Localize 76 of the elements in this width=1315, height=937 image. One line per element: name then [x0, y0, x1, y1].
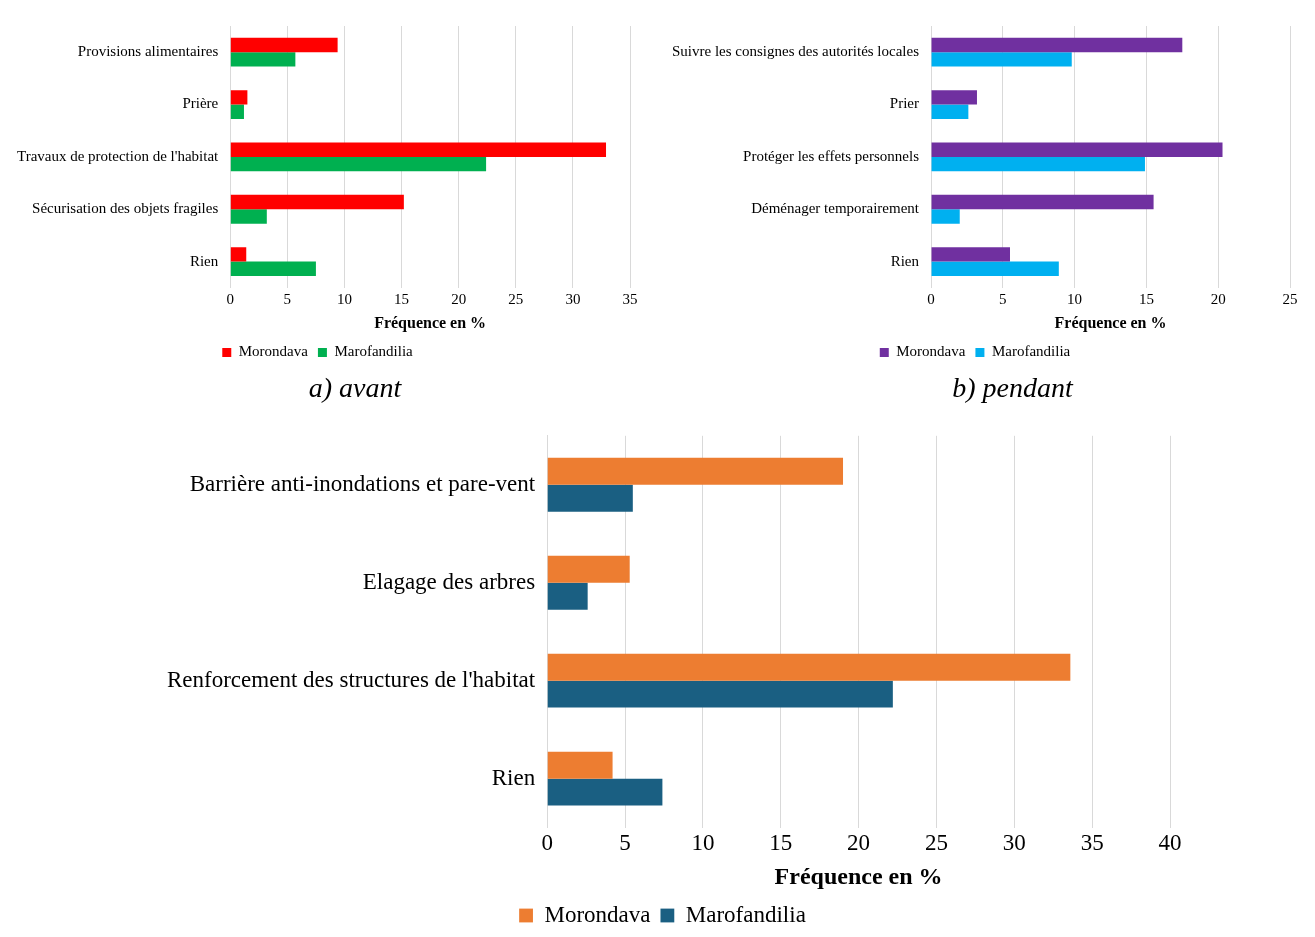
bar — [547, 457, 844, 485]
x-tick-label: 15 — [1138, 290, 1154, 307]
bar — [931, 52, 1072, 67]
x-tick-label: 10 — [1067, 290, 1083, 307]
bar — [547, 680, 893, 708]
y-tick-label: Elagage des arbres — [362, 568, 536, 594]
x-tick-label: 25 — [924, 830, 948, 856]
bar — [931, 209, 960, 224]
x-tick-label: 15 — [394, 290, 410, 307]
x-tick-label: 30 — [565, 290, 581, 307]
y-tick-label: Prier — [889, 95, 920, 112]
y-tick-label: Rien — [189, 252, 219, 269]
bar — [931, 142, 1223, 157]
bar — [547, 484, 633, 512]
bar — [931, 261, 1059, 277]
y-tick-label: Rien — [890, 252, 920, 269]
bar — [547, 751, 613, 779]
text: a) avant — [307, 372, 403, 404]
bar — [230, 142, 607, 157]
x-axis-title: Fréquence en % — [774, 862, 943, 889]
bar — [230, 261, 316, 277]
x-tick-label: 25 — [508, 290, 524, 307]
bar — [230, 209, 267, 224]
x-tick-label: 5 — [283, 290, 292, 307]
y-tick-label: Prière — [182, 95, 219, 112]
bar — [230, 104, 244, 119]
bar — [931, 90, 977, 105]
y-tick-label: Travaux de protection de l'habitat — [17, 147, 220, 164]
bar — [931, 156, 1145, 172]
bar — [931, 104, 969, 119]
x-tick-label: 35 — [622, 290, 638, 307]
x-tick-label: 20 — [1210, 290, 1226, 307]
bar — [547, 778, 663, 806]
y-tick-label: Barrière anti-inondations et pare-vent — [189, 470, 536, 496]
x-tick-label: 10 — [691, 830, 715, 856]
x-tick-label: 25 — [1282, 290, 1298, 307]
x-tick-label: 35 — [1080, 830, 1104, 856]
bar — [547, 653, 1071, 681]
y-tick-label: Sécurisation des objets fragiles — [32, 200, 219, 217]
bar — [230, 37, 338, 53]
x-tick-label: 10 — [336, 290, 352, 307]
bar — [931, 194, 1154, 210]
text: b) pendant — [951, 372, 1075, 404]
x-tick-label: 15 — [769, 830, 793, 856]
bar — [547, 555, 630, 583]
x-axis-title: Fréquence en % — [374, 313, 487, 332]
y-tick-label: Déménager temporairement — [751, 200, 920, 217]
x-axis-title: Fréquence en % — [1054, 313, 1167, 332]
legend-label: Morondava — [544, 901, 651, 927]
x-tick-label: 30 — [1002, 830, 1026, 856]
legend-label: Morondava — [896, 343, 966, 360]
legend-label: Morondava — [238, 343, 309, 360]
x-tick-label: 0 — [226, 290, 235, 307]
y-tick-label: Suivre les consignes des autorités locales — [671, 43, 920, 60]
legend-label: Marofandilia — [991, 343, 1071, 360]
y-tick-label: Rien — [491, 764, 536, 790]
bar — [547, 582, 588, 610]
bar — [931, 247, 1010, 262]
x-tick-label: 0 — [927, 290, 935, 307]
bar — [230, 52, 296, 67]
x-tick-label: 20 — [451, 290, 467, 307]
x-tick-label: 20 — [847, 830, 871, 856]
y-tick-label: Renforcement des structures de l'habitat — [166, 666, 536, 692]
x-tick-label: 5 — [619, 830, 631, 856]
legend-label: Marofandilia — [334, 343, 414, 360]
y-tick-label: Protéger les effets personnels — [743, 147, 920, 164]
bar — [230, 90, 248, 105]
y-tick-label: Provisions alimentaires — [77, 43, 219, 60]
bar — [230, 247, 247, 262]
bar — [931, 37, 1183, 53]
bar — [230, 156, 487, 172]
x-tick-label: 5 — [999, 290, 1007, 307]
x-tick-label: 40 — [1158, 830, 1182, 856]
bar — [230, 194, 404, 210]
legend-label: Marofandilia — [685, 901, 806, 927]
x-tick-label: 0 — [541, 830, 553, 856]
